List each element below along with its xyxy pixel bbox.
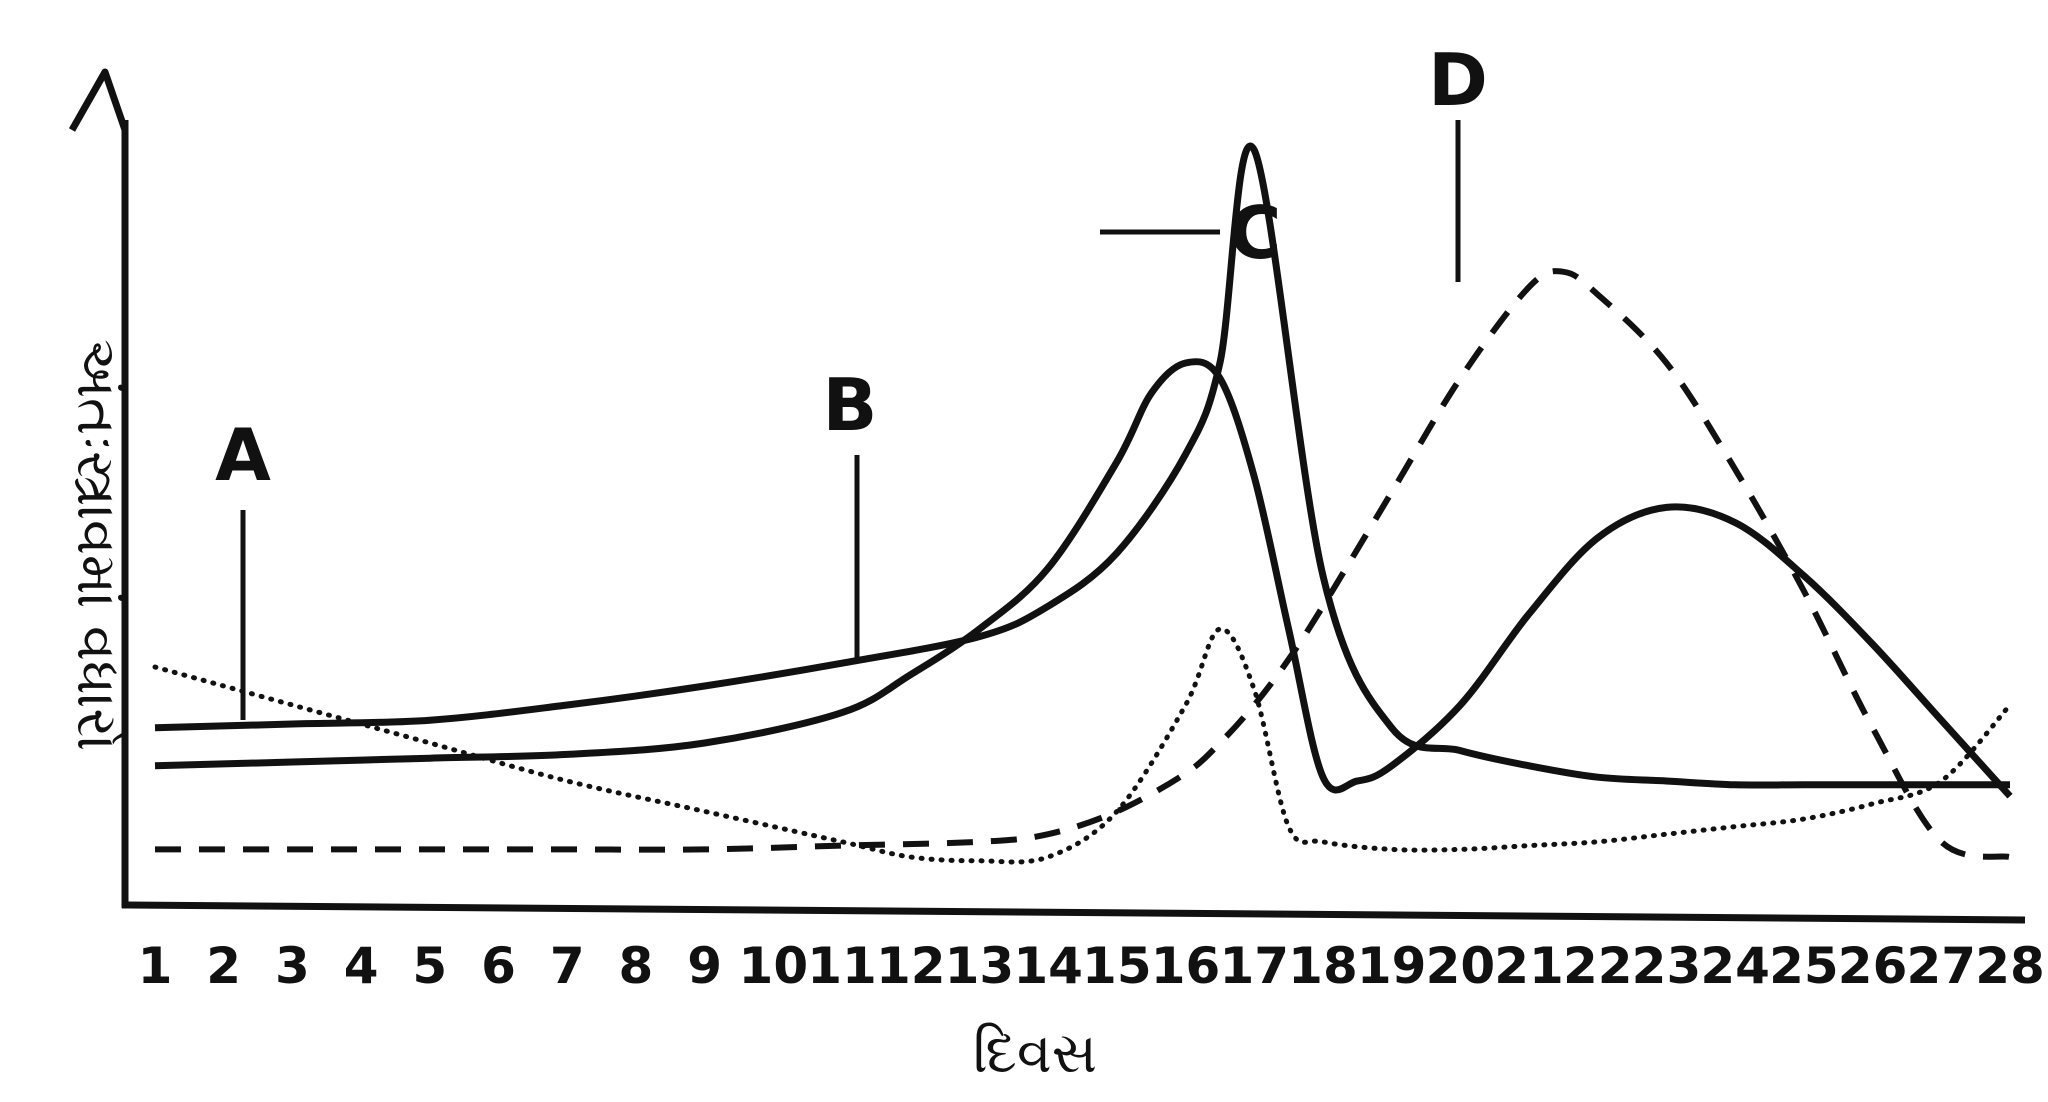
series-layer xyxy=(152,142,2013,865)
x-tick-label-3: 3 xyxy=(275,937,310,995)
x-tick-labels: 1 2 3 4 5 6 7 8 9 10 11 12 13 14 15 16 17 18 19 20 21 22 23 24 2… xyxy=(138,937,2045,995)
x-tick-label-18: 18 xyxy=(1288,937,1358,995)
x-tick-label-17: 17 xyxy=(1219,937,1289,995)
x-tick-label-27: 27 xyxy=(1906,937,1976,995)
x-tick-label-24: 24 xyxy=(1700,937,1770,995)
x-axis-line xyxy=(121,901,2026,924)
x-tick-label-10: 10 xyxy=(739,937,809,995)
x-tick-label-1: 1 xyxy=(138,937,173,995)
x-tick-label-21: 21 xyxy=(1494,937,1564,995)
x-tick-label-13: 13 xyxy=(945,937,1015,995)
annotation-layer: A B C D xyxy=(215,38,1488,720)
x-tick-label-23: 23 xyxy=(1632,937,1702,995)
series-line-c xyxy=(152,626,2013,865)
annotation-c-label: C xyxy=(1229,191,1282,275)
x-tick-label-5: 5 xyxy=(412,937,447,995)
x-tick-label-8: 8 xyxy=(619,937,654,995)
x-tick-label-28: 28 xyxy=(1975,937,2045,995)
y-axis-arrow-icon xyxy=(68,68,129,132)
x-tick-label-9: 9 xyxy=(687,937,722,995)
x-tick-label-4: 4 xyxy=(344,937,379,995)
x-tick-label-25: 25 xyxy=(1769,937,1839,995)
x-tick-label-22: 22 xyxy=(1563,937,1633,995)
annotation-a-label: A xyxy=(215,413,271,497)
x-tick-label-6: 6 xyxy=(481,937,516,995)
x-tick-label-12: 12 xyxy=(876,937,946,995)
x-tick-label-20: 20 xyxy=(1426,937,1496,995)
y-axis-title: અંતઃસ્ત્રાવમાં વધારો xyxy=(64,339,129,751)
x-tick-label-7: 7 xyxy=(550,937,585,995)
x-tick-label-14: 14 xyxy=(1013,937,1083,995)
annotation-b-label: B xyxy=(823,363,878,447)
x-tick-label-26: 26 xyxy=(1838,937,1908,995)
x-tick-label-11: 11 xyxy=(807,937,877,995)
series-line-b xyxy=(154,358,2013,799)
x-tick-label-19: 19 xyxy=(1357,937,1427,995)
x-axis-title: દિવસ xyxy=(973,1021,1097,1086)
x-tick-label-16: 16 xyxy=(1151,937,1221,995)
series-line-d xyxy=(154,268,2011,860)
annotation-d-label: D xyxy=(1428,38,1488,122)
series-line-a xyxy=(154,142,2010,789)
x-tick-label-15: 15 xyxy=(1082,937,1152,995)
x-tick-label-2: 2 xyxy=(206,937,241,995)
